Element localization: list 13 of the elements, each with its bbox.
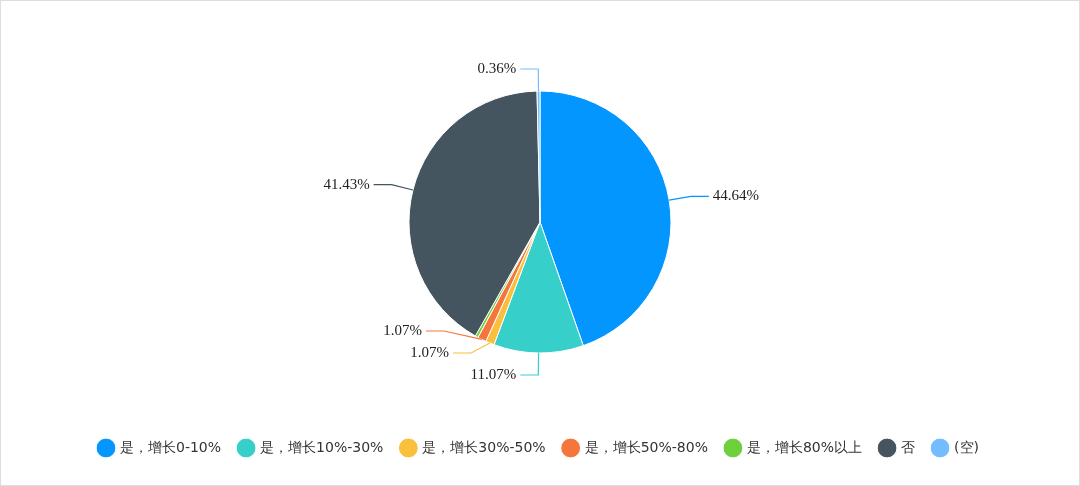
- data-label: 0.36%: [477, 59, 517, 76]
- data-label: 41.43%: [323, 175, 370, 192]
- legend-label: 否: [901, 438, 916, 455]
- legend-label: 是，增长10%-30%: [260, 438, 384, 455]
- data-label: 11.07%: [470, 365, 517, 382]
- legend-label: 是，增长50%-80%: [584, 438, 708, 455]
- data-label: 44.64%: [712, 187, 760, 204]
- legend-label: 是，增长30%-50%: [422, 438, 546, 455]
- legend-label: (空): [954, 438, 979, 455]
- data-label: 1.07%: [383, 321, 422, 338]
- legend-label: 是，增长80%以上: [746, 438, 863, 455]
- data-label: 1.07%: [410, 343, 450, 360]
- legend-label: 是，增长0-10%: [120, 438, 222, 455]
